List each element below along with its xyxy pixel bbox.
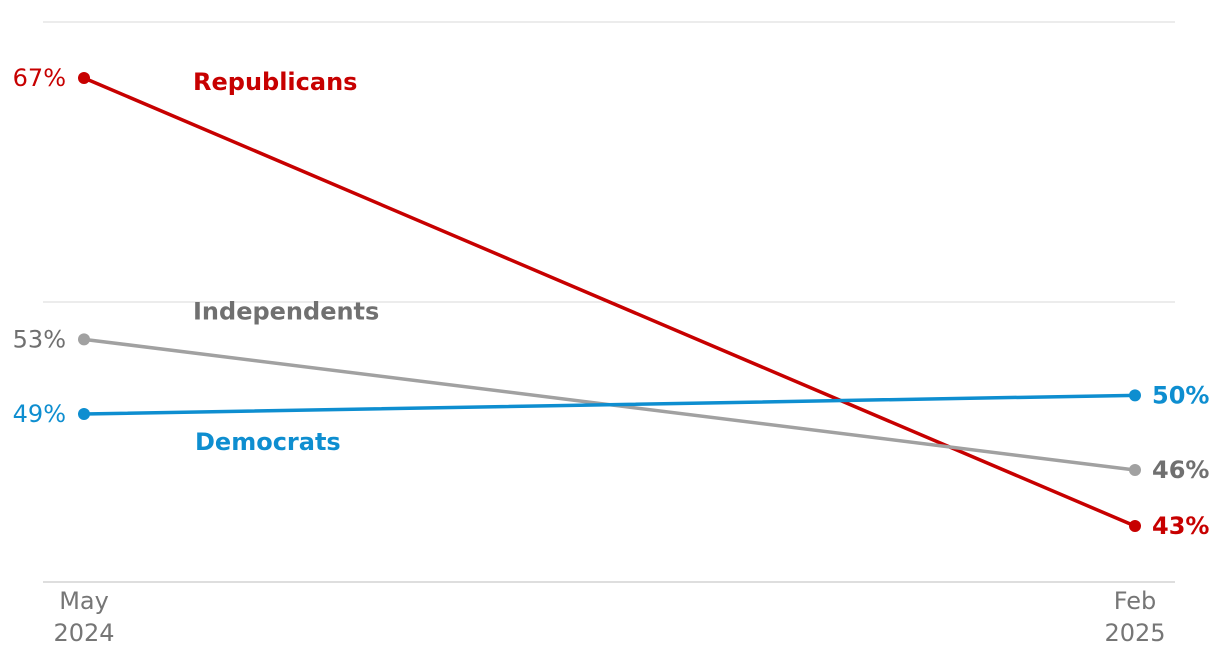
x-tick-year-1: 2025 — [1104, 619, 1165, 647]
x-tick-year-0: 2024 — [53, 619, 114, 647]
line-republicans — [82, 76, 1137, 528]
series-lines — [78, 72, 1141, 532]
start-label-republicans: 67% — [13, 64, 66, 92]
x-tick-month-1: Feb — [1114, 587, 1157, 615]
end-label-democrats: 50% — [1152, 381, 1209, 409]
start-label-democrats: 49% — [13, 400, 66, 428]
series-name-independents: Independents — [193, 297, 379, 325]
start-label-independents: 53% — [13, 325, 66, 353]
data-labels: 67% 43% Republicans 53% 46% Independents 49% 50… — [13, 64, 1210, 540]
series-name-republicans: Republicans — [193, 68, 357, 96]
point-republicans-start — [78, 72, 90, 84]
series-name-democrats: Democrats — [195, 428, 341, 456]
point-independents-end — [1129, 464, 1141, 476]
line-democrats — [82, 393, 1137, 416]
point-democrats-start — [78, 408, 90, 420]
end-label-republicans: 43% — [1152, 512, 1209, 540]
point-republicans-end — [1129, 520, 1141, 532]
x-axis: May 2024 Feb 2025 — [53, 587, 1165, 647]
end-label-independents: 46% — [1152, 456, 1209, 484]
point-independents-start — [78, 333, 90, 346]
x-tick-month-0: May — [59, 587, 109, 615]
point-democrats-end — [1129, 389, 1141, 402]
